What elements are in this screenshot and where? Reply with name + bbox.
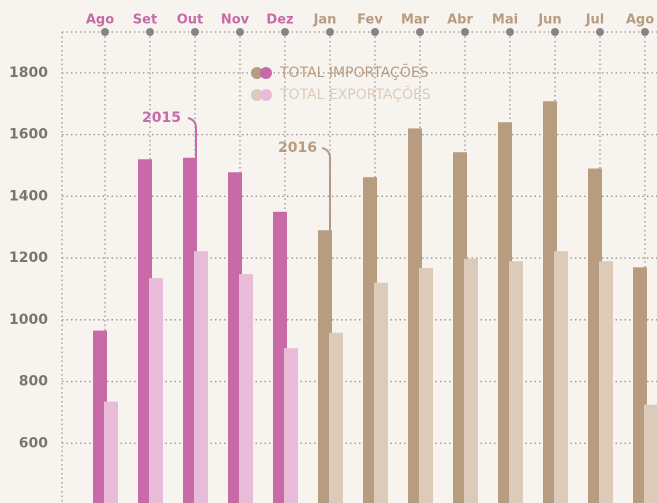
month-dot — [461, 28, 469, 36]
bar — [104, 401, 118, 503]
bar — [318, 230, 332, 503]
month-dot — [146, 28, 154, 36]
x-tick-label: Out — [177, 13, 204, 28]
legend-swatch — [251, 89, 263, 101]
bar — [273, 211, 287, 503]
legend-swatch — [260, 67, 272, 79]
x-tick-label: Nov — [221, 13, 250, 28]
bar — [543, 101, 557, 503]
bar — [183, 157, 197, 503]
bar — [194, 251, 208, 503]
bar — [228, 172, 242, 503]
bar — [633, 267, 647, 503]
x-tick-label: Fev — [357, 13, 383, 28]
y-tick-label: 1200 — [9, 250, 48, 266]
bar — [329, 332, 343, 503]
month-dot — [371, 28, 379, 36]
bar — [93, 330, 107, 503]
bar — [464, 258, 478, 503]
legend-swatch — [260, 89, 272, 101]
annotation: 2016 — [278, 140, 317, 156]
x-tick-label: Set — [133, 13, 157, 28]
legend-swatch — [251, 67, 263, 79]
annotation: 2015 — [142, 110, 181, 126]
x-tick-label: Jun — [537, 13, 561, 28]
month-dot — [641, 28, 649, 36]
bar — [138, 159, 152, 503]
month-dot — [191, 28, 199, 36]
bar — [408, 128, 422, 503]
legend-label: TOTAL IMPORTAÇÕES — [279, 64, 429, 81]
bar — [149, 278, 163, 503]
y-tick-label: 1400 — [9, 188, 48, 204]
bar — [644, 404, 657, 503]
x-tick-label: Mar — [401, 13, 430, 28]
y-tick-label: 600 — [19, 435, 48, 451]
bar — [284, 348, 298, 503]
bar — [239, 274, 253, 503]
x-tick-label: Ago — [626, 13, 654, 28]
bar — [363, 177, 377, 503]
y-tick-label: 1600 — [9, 127, 48, 143]
bar — [588, 168, 602, 503]
bar — [419, 267, 433, 503]
y-tick-label: 800 — [19, 374, 48, 390]
annotation-bracket — [321, 147, 331, 232]
x-tick-label: Dez — [266, 13, 293, 28]
y-tick-label: 1000 — [9, 312, 48, 328]
bar — [509, 261, 523, 503]
bar — [498, 122, 512, 503]
legend-label: TOTAL EXPORTAÇÕES — [279, 86, 431, 103]
x-tick-label: Ago — [86, 13, 114, 28]
month-dot — [416, 28, 424, 36]
bar — [599, 261, 613, 503]
x-tick-label: Jul — [585, 13, 605, 28]
month-dot — [551, 28, 559, 36]
x-tick-label: Jan — [313, 13, 337, 28]
month-dot — [326, 28, 334, 36]
x-tick-label: Abr — [447, 13, 473, 28]
bar — [453, 152, 467, 503]
month-dot — [101, 28, 109, 36]
month-dot — [281, 28, 289, 36]
month-dot — [506, 28, 514, 36]
month-dot — [236, 28, 244, 36]
month-dot — [596, 28, 604, 36]
bar — [554, 251, 568, 503]
y-tick-label: 1800 — [9, 65, 48, 81]
x-tick-label: Mai — [492, 13, 518, 28]
bar — [374, 282, 388, 503]
